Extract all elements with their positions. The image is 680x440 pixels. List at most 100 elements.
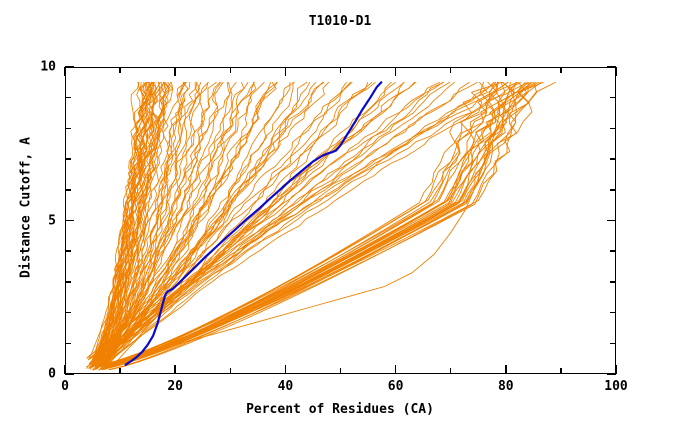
- background-series-group: [86, 81, 556, 371]
- background-curve-50: [99, 81, 237, 362]
- y-tick-right-2: [610, 311, 616, 314]
- background-bundle-curve-18: [99, 81, 503, 367]
- y-tick-9: [65, 96, 71, 99]
- background-curve-32: [93, 81, 187, 362]
- x-tick-80: [505, 365, 507, 374]
- x-tick-top-10: [119, 67, 121, 73]
- background-bundle-curve-11: [103, 81, 488, 369]
- chart-title: T1010-D1: [308, 14, 372, 29]
- x-tick-top-40: [284, 67, 287, 76]
- y-tick-right-10: [607, 66, 616, 68]
- y-tick-3: [65, 281, 71, 283]
- y-tick-right-3: [610, 281, 616, 283]
- background-curve-81: [96, 81, 417, 368]
- y-tick-4: [65, 250, 71, 252]
- x-tick-top-30: [229, 67, 232, 73]
- y-tick-label-0: 0: [48, 366, 56, 382]
- background-curve-47: [92, 81, 221, 371]
- x-tick-label-40: 40: [277, 379, 294, 394]
- x-tick-50: [339, 368, 342, 374]
- background-curve-31: [100, 81, 174, 370]
- background-bundle-curve-15: [101, 81, 538, 370]
- x-tick-top-90: [560, 67, 562, 73]
- y-tick-7: [65, 158, 71, 160]
- x-tick-0: [64, 365, 66, 374]
- x-tick-top-80: [505, 67, 507, 76]
- y-tick-right-1: [610, 342, 616, 345]
- x-tick-top-20: [174, 67, 176, 76]
- y-tick-right-7: [610, 158, 616, 160]
- y-tick-right-5: [607, 219, 616, 222]
- curves-svg: [86, 81, 556, 371]
- background-curve-11: [96, 81, 147, 365]
- background-curve-29: [87, 81, 165, 361]
- background-curve-26: [93, 81, 167, 363]
- background-curve-19: [91, 81, 151, 366]
- background-curve-95: [92, 81, 529, 358]
- y-tick-right-9: [610, 96, 616, 99]
- x-tick-90: [560, 368, 562, 374]
- background-curve-63: [98, 81, 291, 368]
- x-tick-top-50: [339, 67, 342, 73]
- x-tick-top-100: [615, 67, 617, 76]
- background-curve-85: [96, 81, 441, 362]
- background-bundle-curve-25: [101, 81, 528, 369]
- x-tick-label-100: 100: [604, 379, 628, 394]
- background-curve-13: [89, 81, 158, 370]
- background-curve-41: [93, 81, 200, 361]
- x-tick-top-70: [449, 67, 452, 73]
- background-curve-43: [97, 81, 209, 358]
- background-curve-8: [93, 81, 147, 361]
- x-tick-10: [119, 368, 121, 374]
- y-tick-1: [65, 342, 71, 345]
- background-curve-44: [86, 81, 200, 368]
- x-tick-label-60: 60: [387, 379, 404, 394]
- x-tick-60: [394, 365, 397, 374]
- background-bundle-curve-21: [98, 81, 517, 366]
- background-curve-61: [86, 81, 272, 367]
- plot-area: [65, 67, 616, 374]
- y-axis-label: Distance Cutoff, A: [18, 137, 34, 278]
- x-tick-label-20: 20: [167, 379, 184, 394]
- x-axis-label: Percent of Residues (CA): [246, 402, 434, 417]
- background-curve-84: [94, 81, 445, 360]
- y-tick-10: [65, 66, 74, 68]
- background-curve-72: [86, 81, 347, 359]
- y-tick-right-6: [610, 189, 616, 191]
- background-curve-34: [93, 81, 191, 366]
- background-curve-33: [92, 81, 169, 358]
- x-tick-20: [174, 365, 176, 374]
- background-curve-21: [95, 81, 143, 361]
- background-outlier-curve: [94, 81, 532, 367]
- y-tick-right-8: [610, 127, 616, 130]
- background-bundle-curve-23: [104, 81, 556, 367]
- y-tick-8: [65, 127, 71, 130]
- x-tick-40: [284, 365, 287, 374]
- plot-frame: [65, 67, 616, 374]
- background-curve-62: [92, 81, 295, 365]
- y-tick-6: [65, 189, 71, 191]
- x-tick-70: [449, 368, 452, 374]
- y-tick-label-10: 10: [40, 59, 56, 75]
- y-tick-2: [65, 311, 71, 314]
- x-tick-30: [229, 368, 232, 374]
- background-curve-54: [90, 81, 245, 368]
- background-curve-60: [101, 81, 278, 358]
- background-curve-82: [103, 81, 415, 359]
- background-bundle-curve-20: [101, 81, 518, 368]
- x-tick-label-80: 80: [497, 379, 514, 394]
- y-tick-0: [65, 373, 74, 375]
- x-tick-top-60: [394, 67, 397, 76]
- y-tick-5: [65, 219, 74, 222]
- y-tick-right-4: [610, 250, 616, 252]
- x-tick-top-0: [64, 67, 66, 76]
- background-curve-52: [106, 81, 249, 360]
- background-curve-91: [90, 81, 508, 368]
- background-curve-0: [86, 81, 149, 369]
- background-bundle-curve-22: [100, 81, 537, 370]
- background-curve-93: [94, 81, 509, 358]
- x-tick-100: [615, 365, 617, 374]
- background-curve-27: [100, 81, 170, 358]
- background-curve-92: [105, 81, 495, 369]
- y-tick-right-0: [607, 373, 616, 375]
